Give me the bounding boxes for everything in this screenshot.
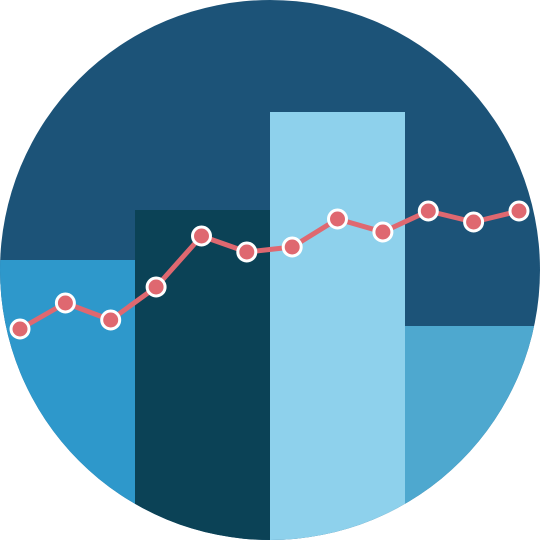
trend-point-11 bbox=[463, 211, 485, 233]
trend-point-2 bbox=[54, 292, 76, 314]
trend-point-5 bbox=[191, 225, 212, 247]
trend-point-6 bbox=[236, 241, 258, 263]
trend-point-7 bbox=[281, 236, 303, 258]
trend-point-10 bbox=[417, 200, 439, 222]
bar-2 bbox=[135, 210, 270, 540]
trend-point-12 bbox=[508, 200, 530, 222]
bar-3 bbox=[270, 112, 405, 540]
trend-line-group bbox=[9, 200, 530, 340]
bar-4 bbox=[405, 326, 540, 540]
trend-point-9 bbox=[372, 221, 394, 243]
trend-point-8 bbox=[327, 208, 348, 230]
trend-point-3 bbox=[100, 309, 122, 331]
trend-point-1 bbox=[9, 318, 31, 340]
trend-point-4 bbox=[145, 276, 167, 298]
